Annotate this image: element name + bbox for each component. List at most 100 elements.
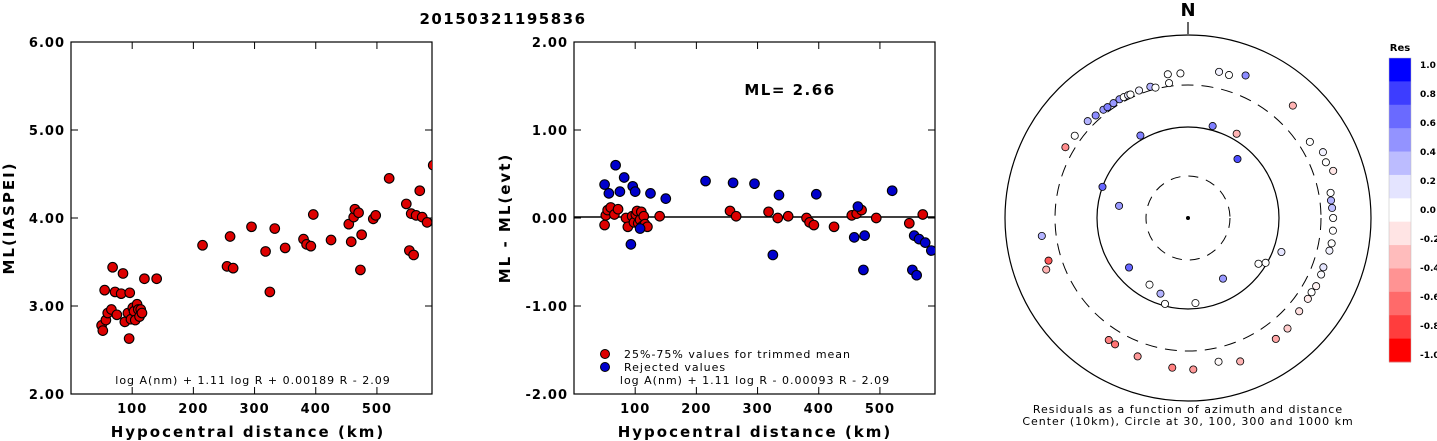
station-point [1241,71,1250,80]
ml-data-point [227,262,239,274]
colorbar-tick-label: -1.0 [1420,351,1437,361]
colorbar-cell [1389,291,1411,316]
station-point [1098,182,1107,191]
residual-x-axis-label: Hypocentral distance (km) [618,423,893,441]
ml-data-point [345,236,357,248]
colorbar-cell [1389,338,1411,363]
figure-title: 20150321195836 [419,10,586,28]
station-point [1111,340,1120,349]
residual-vs-distance-chart: -2.00 -1.00 0.00 1.00 2.00 100 200 300 400 500 ML… [496,36,936,441]
polar-caption-line1: Residuals as a function of azimuth and d… [1033,403,1343,416]
station-point [1115,201,1124,210]
colorbar-tick-label: 0.0 [1420,206,1436,216]
colorbar-cell [1389,104,1411,129]
residual-data-point [808,219,820,231]
station-point [1321,158,1330,167]
colorbar-cell [1389,268,1411,293]
ml-data-point [139,273,150,285]
colorbar-cell [1389,221,1411,246]
residual-data-point [599,219,610,231]
station-point [1126,90,1135,99]
residual-y-tick-label: -2.00 [526,388,568,403]
station-point [1103,103,1112,112]
ml-x-tick-label: 300 [239,402,269,417]
residual-x-tick-label: 500 [865,402,895,417]
station-point [1271,334,1280,343]
colorbar-tick-labels: 1.0 0.8 0.6 0.4 0.2 0.0 -0.2 -0.4 -0.6 -0.8 -1.0 [1420,61,1437,361]
station-point [1145,280,1154,289]
station-point [1318,148,1327,157]
residual-data-point [782,210,794,222]
station-point [1326,196,1335,205]
ring-1000km [1004,34,1372,402]
legend-label-trimmed: 25%-75% values for trimmed mean [624,348,851,361]
station-point [1104,336,1113,345]
ml-data-point [279,242,291,254]
station-point [1083,117,1092,126]
residual-data-point [603,188,615,199]
ml-data-point [99,284,111,296]
ring-100km [1096,126,1280,310]
ml-data-point [400,198,412,210]
residual-y-tick-label: -1.00 [526,300,568,315]
station-point [1224,71,1233,80]
north-label: N [1180,0,1195,21]
station-point [1189,365,1198,374]
ml-axes: 2.00 3.00 4.00 5.00 6.00 100 200 300 400 500 [29,36,432,417]
station-point [1165,79,1174,88]
station-point [1191,299,1200,308]
legend-label-rejected: Rejected values [624,361,726,374]
ml-x-axis-label: Hypocentral distance (km) [111,423,386,441]
ml-data-point [414,185,426,197]
residual-data-point [618,172,630,183]
ml-y-tick-label: 4.00 [29,212,65,227]
colorbar-cell [1389,315,1411,340]
colorbar-cell [1389,128,1411,152]
colorbar-tick-label: 0.2 [1420,177,1436,187]
station-point [1325,246,1334,255]
ml-x-tick-label: 200 [178,402,208,417]
colorbar-cell [1389,151,1411,176]
ml-annotation: ML= 2.66 [744,81,835,99]
center-dot [1186,216,1190,220]
residual-data-point [858,264,869,276]
residual-data-point [614,186,626,197]
ml-x-tick-label: 100 [117,402,147,417]
residual-data-point [727,177,739,189]
residual-data-point [917,209,929,220]
station-point [1327,239,1336,248]
station-point [1232,129,1241,138]
ml-data-point [123,333,135,344]
colorbar-title: Res [1390,43,1410,54]
station-point [1214,357,1223,366]
ml-data-point [264,286,276,298]
station-point [1219,274,1228,283]
colorbar-tick-label: -0.6 [1420,293,1437,303]
station-point [1236,357,1245,366]
ml-data-point [370,210,382,221]
residual-data-point [810,188,822,200]
colorbar-cell [1389,198,1411,223]
ml-data-point [197,239,208,251]
ml-data-point [224,231,236,242]
station-point [1176,69,1185,78]
residual-formula: log A(nm) + 1.11 log R - 0.00093 R - 2.0… [620,374,890,387]
azimuth-residual-map: N Residuals as a function of azimuth and… [1004,0,1372,428]
station-point [1288,101,1297,110]
ml-data-point [353,207,364,219]
ml-data-point [107,261,118,273]
colorbar-tick-label: -0.8 [1420,322,1437,332]
station-point [1233,155,1242,164]
residual-data-point [911,269,922,281]
residual-y-tick-label: 2.00 [532,36,568,51]
colorbar-tick-label: -0.2 [1420,235,1437,245]
residual-data-point [848,232,860,243]
residual-colorbar: Res 1.0 0.8 0.6 0.4 0.2 0.0 -0.2 -0.4 -0.6 -0.8 -1… [1388,43,1437,363]
ml-x-tick-label: 400 [301,402,331,417]
ml-data-point [260,246,271,257]
ml-data-point [355,264,366,276]
residual-data-point [859,230,870,241]
colorbar-tick-label: -0.4 [1420,264,1437,274]
colorbar-cell [1389,81,1411,106]
residual-data-point [629,186,641,197]
